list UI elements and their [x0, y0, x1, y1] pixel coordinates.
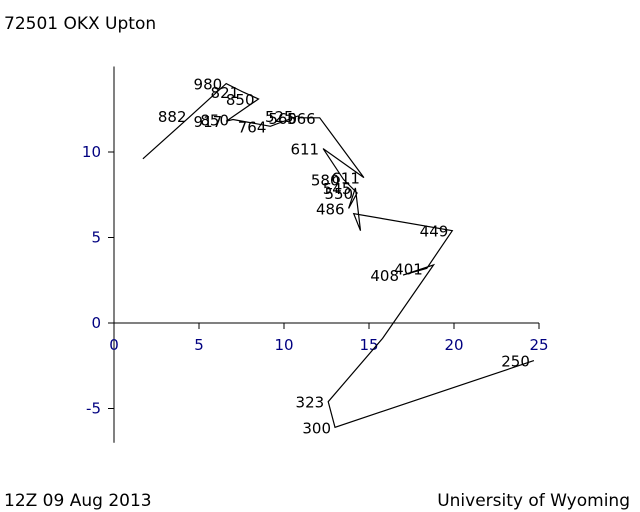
pressure-label: 580 — [311, 171, 340, 189]
pressure-label: 449 — [420, 223, 449, 241]
pressure-label: 408 — [370, 267, 399, 285]
wind-trace — [142, 82, 535, 429]
y-tick-label: -5 — [86, 400, 101, 418]
pressure-label: 250 — [501, 353, 530, 371]
observation-time: 12Z 09 Aug 2013 — [4, 491, 152, 511]
pressure-label: 882 — [158, 108, 187, 126]
y-tick-label: 0 — [91, 314, 101, 332]
y-tick-label: 10 — [82, 143, 101, 161]
pressure-label: 486 — [316, 200, 345, 218]
wind-trace-line — [142, 82, 535, 429]
pressure-label: 545 — [323, 180, 352, 198]
pressure-label: 560 — [268, 110, 297, 128]
pressure-label: 525 — [265, 108, 294, 126]
station-title: 72501 OKX Upton — [4, 14, 157, 34]
pressure-label: 611 — [331, 170, 360, 188]
x-tick-label: 15 — [359, 336, 378, 354]
credit-label: University of Wyoming — [437, 491, 630, 511]
axes: 0 5 10 15 20 25 -5 0 5 10 — [82, 66, 549, 443]
pressure-label: 550 — [324, 185, 353, 203]
pressure-label: 917 — [194, 113, 223, 131]
pressure-label: 323 — [296, 394, 325, 412]
x-tick-label: 20 — [444, 336, 463, 354]
pressure-label: 821 — [211, 84, 240, 102]
pressure-label: 300 — [302, 419, 331, 437]
x-tick-label: 25 — [529, 336, 548, 354]
pressure-label: 764 — [238, 118, 267, 136]
pressure-label: 850 — [226, 91, 255, 109]
pressure-label: 850 — [200, 112, 229, 130]
x-tick-label: 5 — [194, 336, 204, 354]
pressure-label: 611 — [290, 141, 319, 159]
pressure-label: 980 — [194, 76, 223, 94]
pressure-label: 566 — [287, 110, 316, 128]
x-tick-label: 10 — [274, 336, 293, 354]
pressure-label: 401 — [394, 260, 423, 278]
y-tick-label: 5 — [91, 229, 101, 247]
x-tick-label: 0 — [109, 336, 119, 354]
